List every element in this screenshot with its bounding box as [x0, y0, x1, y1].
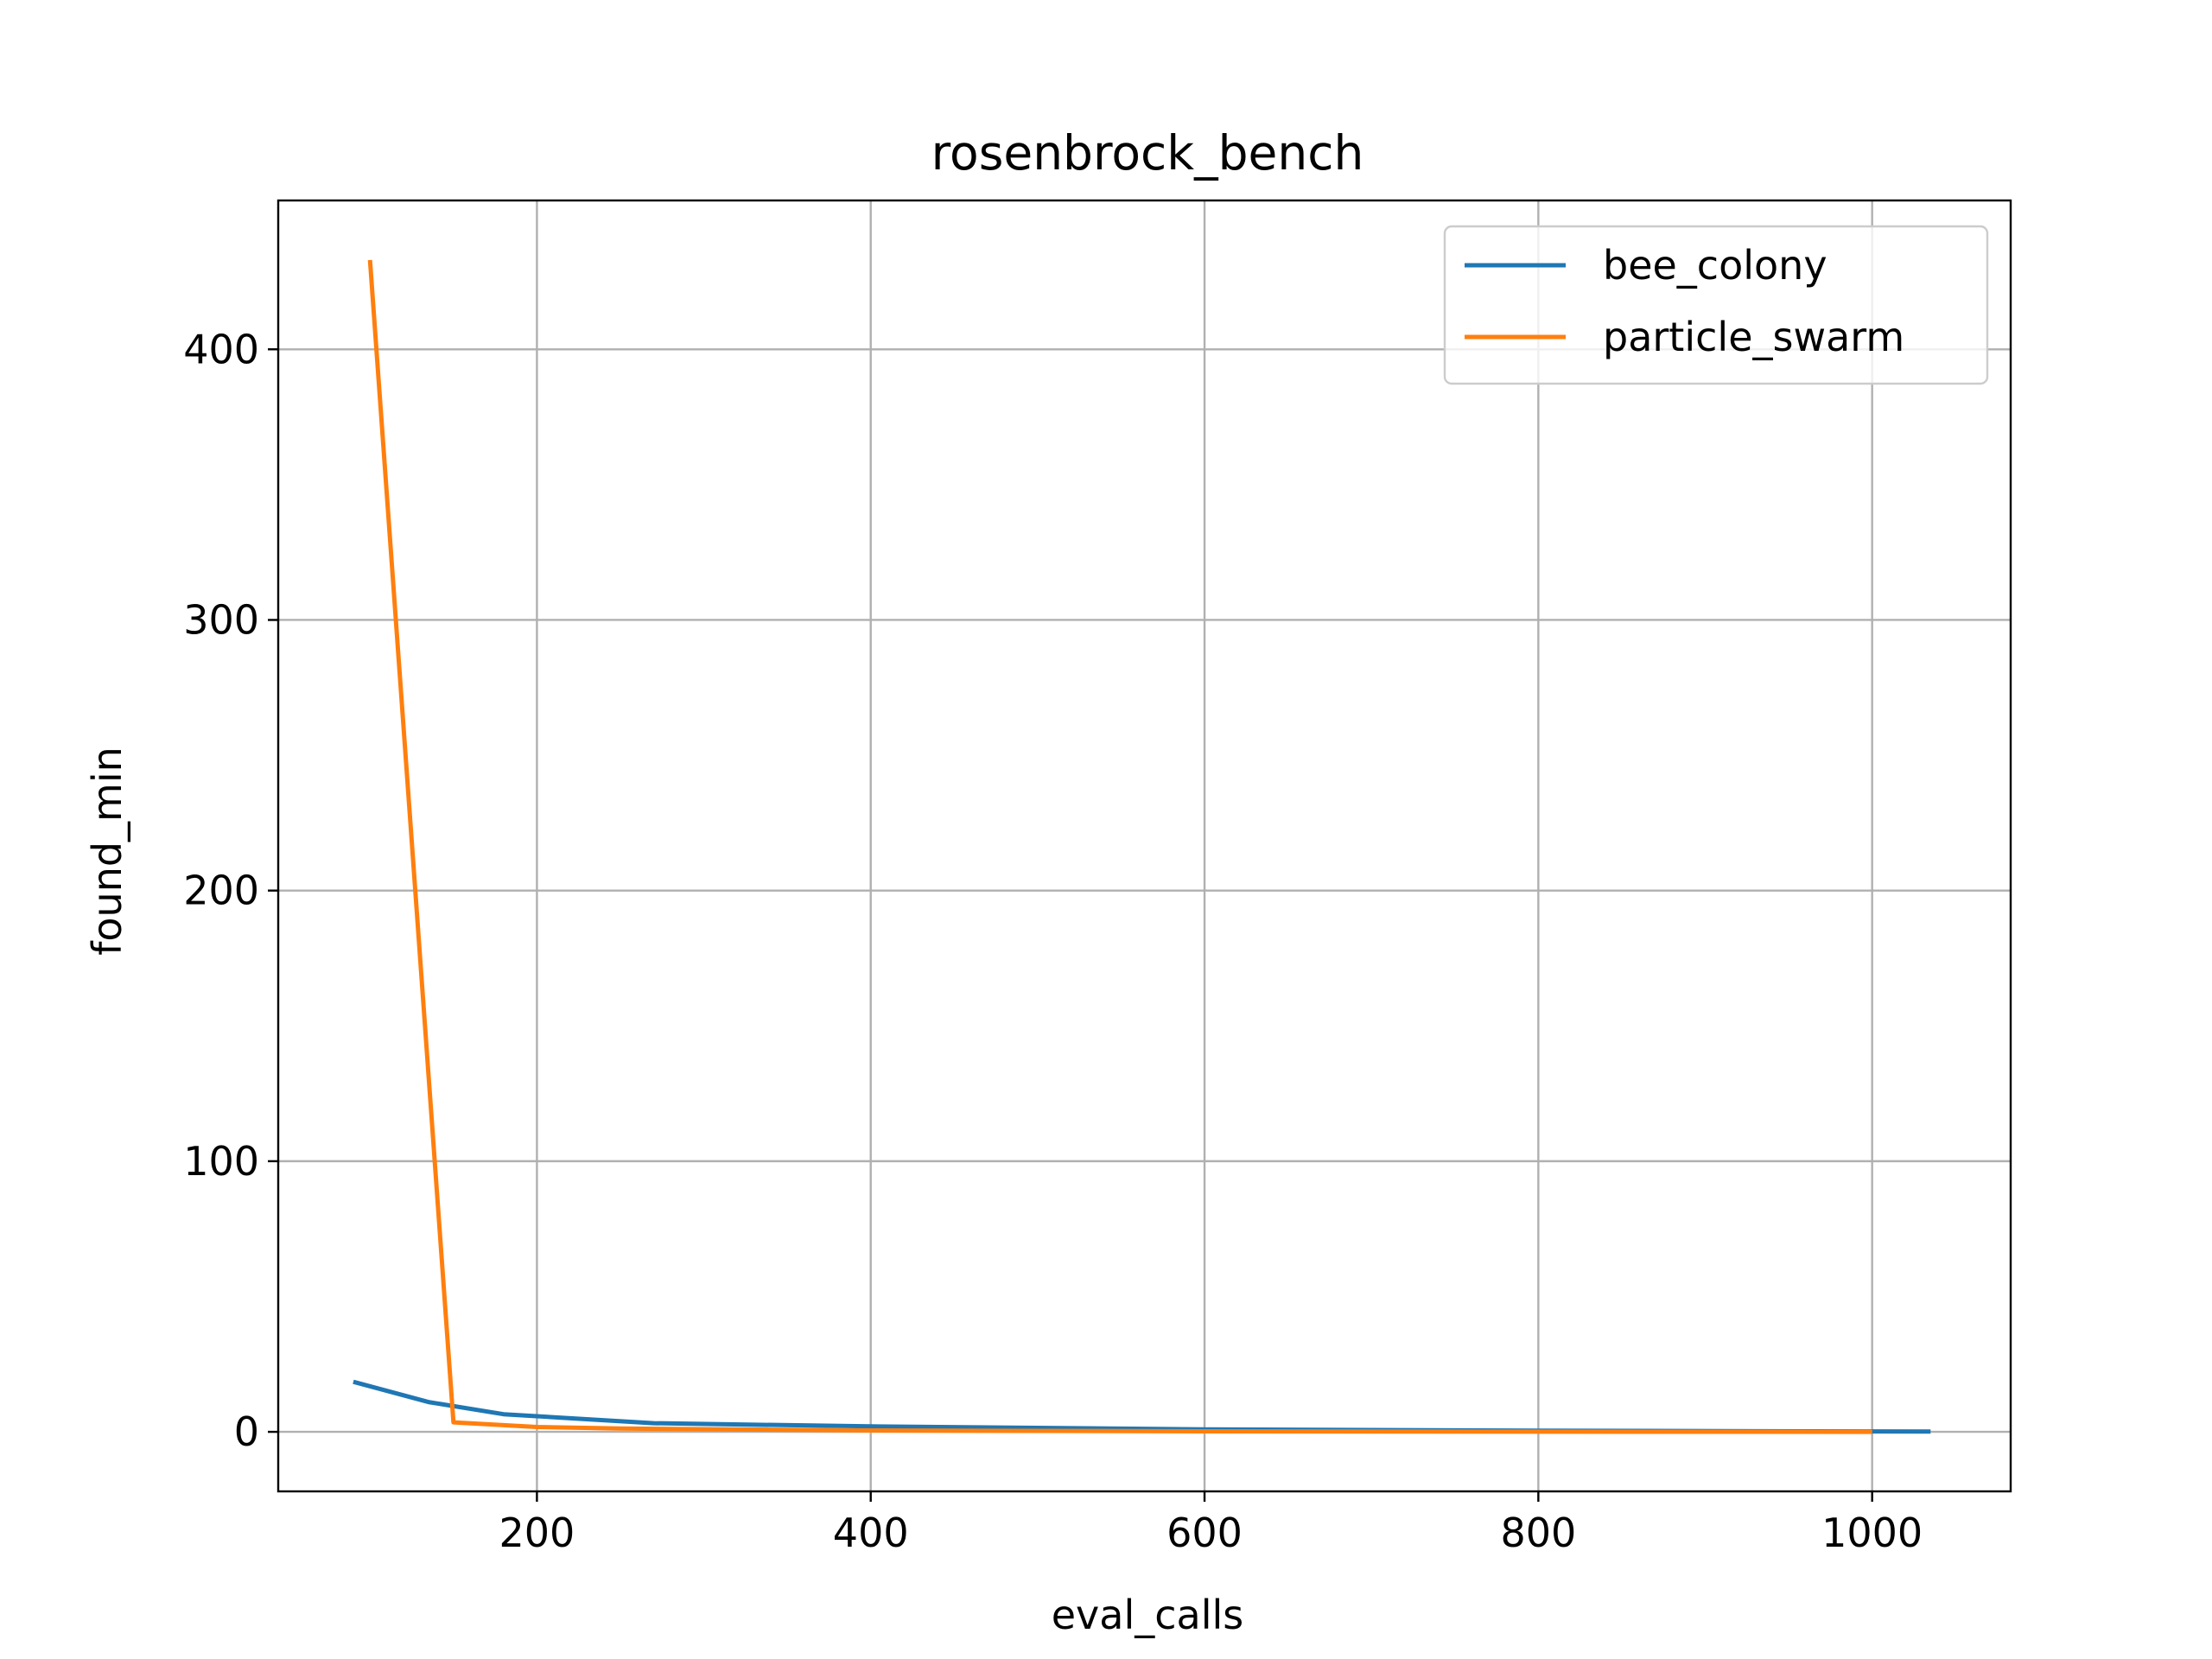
- x-tick-label: 800: [1500, 1510, 1576, 1556]
- x-tick-label: 600: [1166, 1510, 1243, 1556]
- plot-frame: [276, 199, 2012, 1493]
- y-tick-label: 400: [183, 326, 259, 372]
- chart-title: rosenbrock_bench: [931, 125, 1364, 181]
- legend-box: [1443, 225, 1989, 385]
- y-tick-label: 100: [183, 1138, 259, 1185]
- y-tick-label: 300: [183, 596, 259, 643]
- legend-label-bee-colony: bee_colony: [1603, 242, 1827, 289]
- y-tick-label: 200: [183, 868, 259, 914]
- x-tick-label: 1000: [1821, 1510, 1923, 1556]
- x-axis-label: eval_calls: [1052, 1592, 1244, 1638]
- series-layer: [353, 259, 1931, 1434]
- y-tick-label: 0: [234, 1408, 259, 1455]
- legend: bee_colony particle_swarm: [1443, 225, 1989, 385]
- y-axis-label: found_min: [84, 747, 130, 956]
- series-line-particle-swarm: [367, 259, 1872, 1434]
- x-tick-label: 400: [833, 1510, 909, 1556]
- ticks: 200 400 600 800 1000 0 100 200 300 400: [183, 326, 1923, 1556]
- x-tick-label: 200: [499, 1510, 575, 1556]
- legend-label-particle-swarm: particle_swarm: [1603, 314, 1904, 360]
